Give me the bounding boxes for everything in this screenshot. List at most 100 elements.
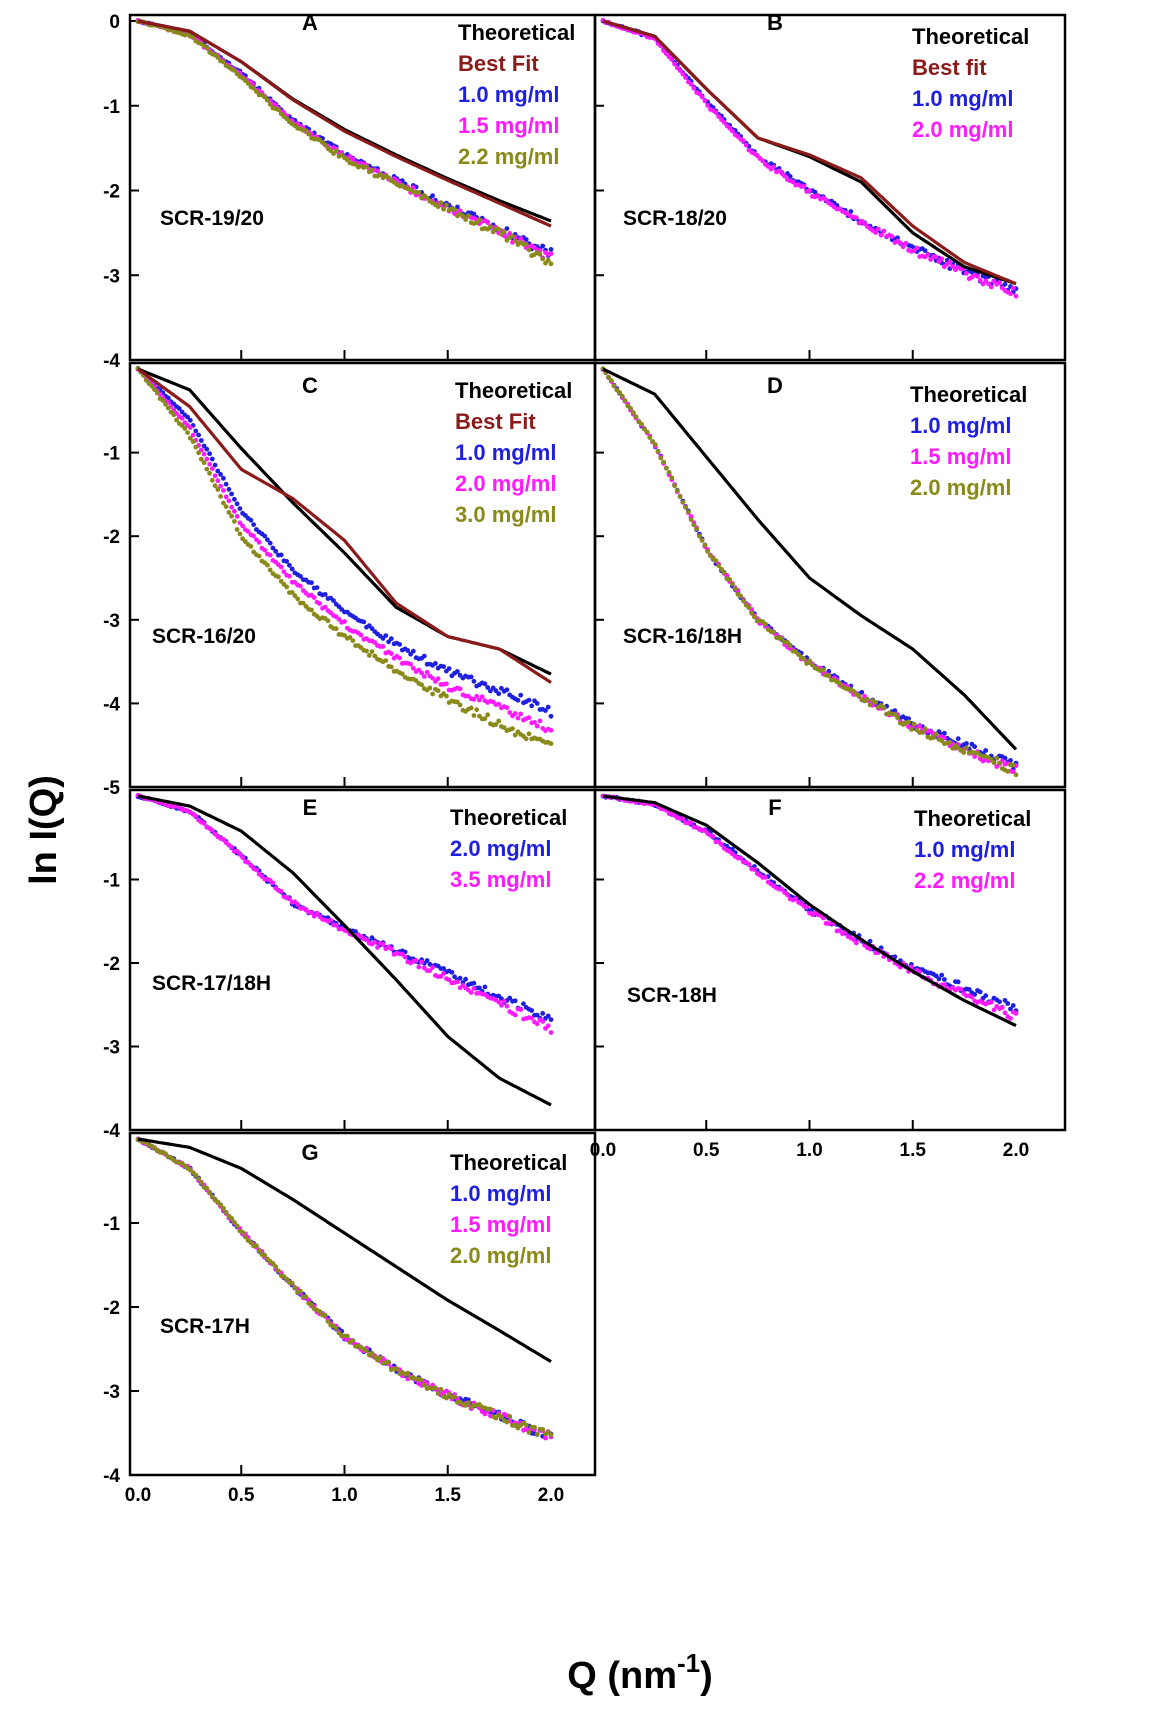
panel-g-series-3-point	[438, 1386, 444, 1392]
panel-b-legend-2: 1.0 mg/ml	[912, 86, 1013, 111]
panel-g-series-3-point	[540, 1427, 546, 1432]
panel-g-series-3-point	[421, 1382, 427, 1388]
panel-c-series-4-point	[430, 691, 435, 697]
panel-d-series-3-point	[641, 426, 647, 432]
panel-c-series-3-point	[421, 674, 427, 679]
panel-c-series-2-point	[221, 475, 226, 481]
panel-c-series-3-point	[397, 655, 402, 661]
panel-d-series-3-point	[730, 581, 735, 587]
panel-f-series-1-point	[878, 945, 884, 951]
panel-b-series-3-point	[771, 164, 777, 170]
panels-layer: 0 -1 -2 -3 -4 A SCR-19/20 Theoretical Best Fit 1.…	[103, 10, 1067, 1506]
panel-b-series-3-point	[975, 273, 980, 279]
panel-g-series-3-point	[204, 1185, 210, 1191]
panel-d-series-3-point	[705, 549, 710, 554]
panel-a-series-4-point	[488, 224, 493, 230]
panel-g-ytick-label: -1	[103, 1214, 120, 1235]
panel-c-series-4-point	[496, 718, 502, 724]
panel-d-series-3-point	[644, 429, 650, 435]
panel-b-series-3-point	[716, 114, 721, 119]
panel-c-series-4-point	[482, 716, 488, 722]
panel-c-series-4-point	[196, 450, 202, 456]
panel-b-series-3-point	[903, 241, 909, 246]
panel-f-xtick-label: 1.0	[796, 1140, 822, 1161]
panel-e-series-1-point	[534, 1012, 540, 1018]
panel-e-series-1-point	[441, 966, 446, 971]
panel-c-ytick-label: -4	[103, 694, 120, 715]
panel-g-ytick-label: -4	[103, 1466, 120, 1487]
panel-c-series-3-point	[435, 676, 441, 682]
panel-b-series-3-point	[815, 193, 821, 198]
panel-f-legend-1: 1.0 mg/ml	[914, 837, 1015, 862]
panel-c-series-3-point	[342, 619, 347, 624]
panel-a-series-4	[135, 18, 554, 267]
panel-e-series-2-point	[364, 937, 369, 943]
panel-f-letter: F	[768, 795, 781, 820]
panel-d-series-3-point	[677, 494, 683, 499]
panel-f-series-1-point	[867, 938, 873, 944]
panel-c-series-3-point	[479, 694, 485, 700]
panel-c-series-2-point	[369, 626, 375, 631]
panel-b-series-3-point	[677, 68, 683, 73]
panel-c-series-3-point	[311, 595, 317, 600]
panel-c-ytick-label: -5	[103, 778, 120, 799]
panel-b-series-3-point	[939, 256, 945, 262]
panel-f-xtick-label: 1.5	[900, 1140, 927, 1161]
panel-g-series-3-point	[532, 1424, 537, 1430]
panel-b-series-3-point	[853, 215, 859, 221]
panel-c-series-3-point	[424, 669, 430, 675]
panel-c-series-2-point	[548, 713, 554, 719]
panel-e-series-2-point	[518, 1007, 524, 1012]
panel-a-series-4-point	[306, 131, 312, 137]
panel-a-series-4-point	[215, 55, 221, 60]
panel-g-series-3-point	[240, 1230, 246, 1235]
panel-c-series-2-point	[545, 704, 551, 710]
panel-g-series-3-point	[325, 1319, 331, 1324]
panel-g-series-3-point	[303, 1294, 309, 1300]
panel-a-legend-0: Theoretical	[458, 20, 575, 45]
panel-e-series-2-point	[245, 860, 251, 865]
panel-d-series-1-point	[1002, 755, 1008, 761]
panel-d-series-3-point	[749, 610, 755, 616]
panel-d-series-3-point	[771, 629, 777, 635]
panel-c-series-4-point	[399, 671, 405, 677]
panel-a-series-4-point	[322, 142, 328, 148]
panel-a-series-4-point	[548, 261, 554, 267]
panel-c-series-3-point	[207, 461, 213, 467]
panel-e-series-2-point	[372, 939, 378, 945]
panel-e-letter: E	[303, 795, 318, 820]
panel-g-series-3-point	[512, 1422, 518, 1428]
panel-a-ytick-label: -1	[103, 97, 120, 118]
panel-a: 0 -1 -2 -3 -4 A SCR-19/20 Theoretical Best Fit 1.…	[103, 10, 597, 372]
panel-f-series-2-point	[837, 928, 843, 933]
panel-d-series-3-point	[909, 727, 914, 732]
panel-c-series-4-point	[523, 736, 529, 742]
panel-c-series-3-point	[457, 686, 463, 692]
panel-b-series-3-point	[881, 228, 887, 234]
panel-c-series-2-point	[201, 443, 207, 449]
panel-a-series-4-point	[435, 204, 441, 210]
panel-b-series-3-point	[1008, 291, 1013, 297]
panel-c-series-2-point	[493, 688, 499, 694]
panel-c-series-2-point	[488, 688, 493, 694]
panel-f-series-2-point	[738, 855, 744, 861]
panel-g-series-3-point	[218, 1202, 224, 1208]
panel-b-series-3-point	[933, 254, 939, 260]
panel-e-series-1-point	[424, 958, 430, 963]
panel-a-series-4-point	[496, 226, 502, 232]
panel-c-series-2-point	[234, 501, 240, 507]
panel-c-series-2-point	[504, 687, 510, 693]
panel-g: -1 -2 -3 -40.0 0.5 1.0 1.5 2.0 G SCR-17H Theoretic…	[103, 1131, 597, 1506]
panel-c-series-4-point	[474, 707, 480, 713]
panel-d-series-3-point	[920, 730, 925, 735]
panel-d-series-3-point	[741, 598, 746, 604]
panel-c-series-3-point	[204, 456, 210, 462]
panel-c-ytick-label: -3	[103, 611, 120, 632]
panel-e-series-1-point	[512, 998, 518, 1004]
panel-c: -1 -2 -3 -4 -5 C SCR-16/20 Theoretical Best Fit 1…	[103, 361, 597, 799]
panel-g-series-3-point	[221, 1205, 226, 1211]
panel-d-series-3-point	[639, 421, 644, 427]
panel-c-series-3-point	[419, 670, 424, 676]
panel-a-legend-2: 1.0 mg/ml	[458, 82, 559, 107]
panel-e-series-2-point	[201, 821, 207, 826]
